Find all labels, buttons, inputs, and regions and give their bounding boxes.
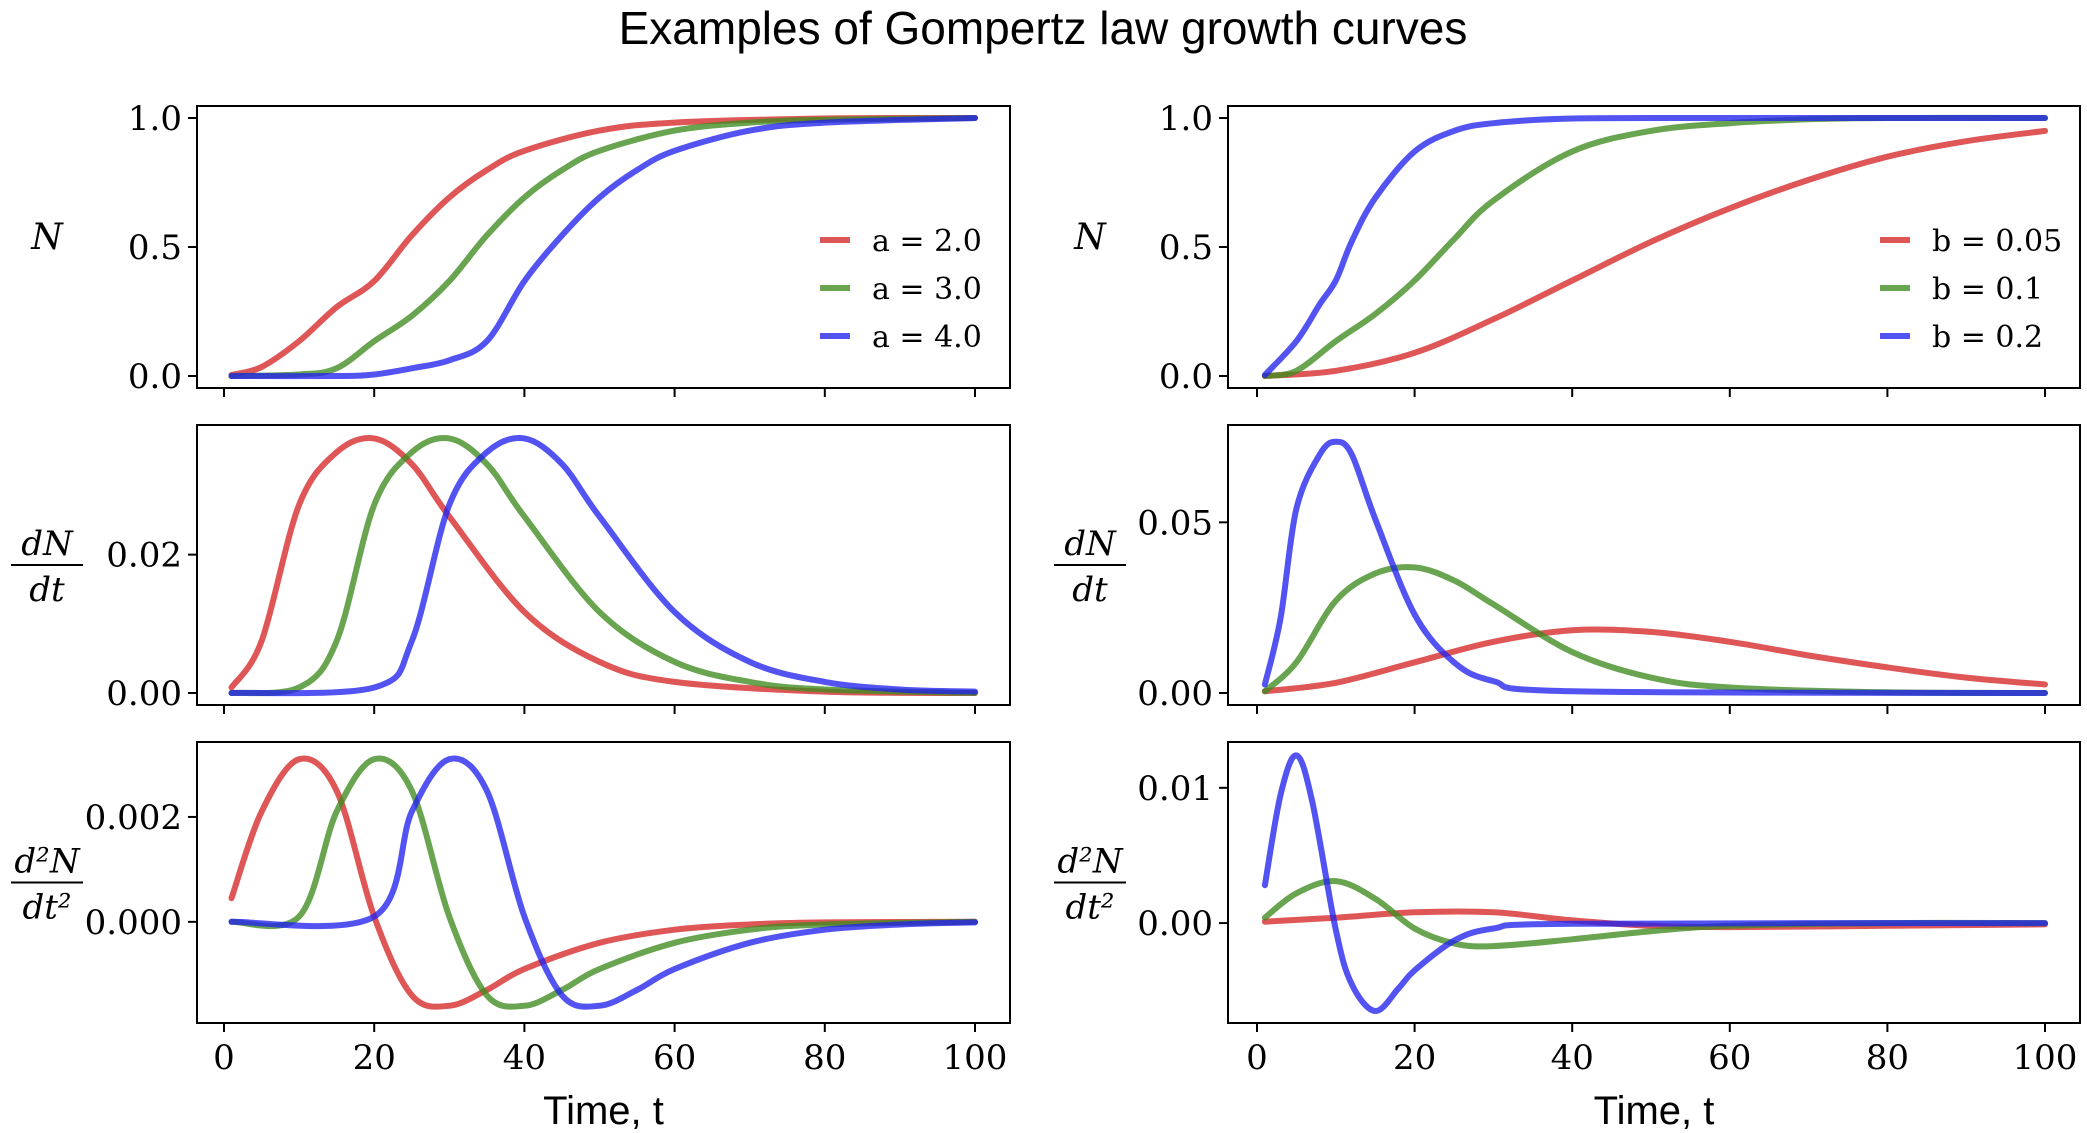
series-line-3 <box>1261 438 2048 696</box>
y-axis-label: dN dt <box>11 524 83 610</box>
legend: b = 0.05 b = 0.1 b = 0.2 <box>1880 224 2062 355</box>
x-tick-label: 0 <box>213 1038 235 1078</box>
y-tick-label: 0.00 <box>106 674 182 714</box>
y-axis-label: d²N dt² <box>11 842 83 928</box>
y-axis-label: N <box>1073 217 1107 258</box>
y-axis-label: d²N dt² <box>1054 842 1126 928</box>
plot-frame <box>196 424 1011 706</box>
series-line-3 <box>228 115 978 380</box>
y-tick-label: 0.000 <box>85 903 182 943</box>
legend-label-2: b = 0.1 <box>1932 272 2043 307</box>
y-tick-label: 0.05 <box>1137 503 1213 543</box>
y-axis-label-denominator: dt <box>1072 570 1108 610</box>
figure-title: Examples of Gompertz law growth curves <box>619 2 1468 54</box>
y-tick-label: 0.5 <box>1159 228 1213 268</box>
y-tick-label: 0.02 <box>106 536 182 576</box>
y-axis-label-text: N <box>30 217 64 258</box>
chart-panel-left-middle: 0.00 0.02 dN dt <box>11 424 1011 714</box>
series-line-3 <box>228 434 978 697</box>
series-line-2 <box>228 434 978 697</box>
x-tick-label: 20 <box>353 1038 396 1078</box>
x-tick-label: 100 <box>943 1038 1008 1078</box>
x-tick-label: 40 <box>503 1038 546 1078</box>
y-axis-label-denominator: dt <box>29 570 65 610</box>
legend-label-2: a = 3.0 <box>872 272 982 307</box>
series-line-3 <box>228 755 978 1010</box>
x-tick-label: 60 <box>1708 1038 1751 1078</box>
series-line-1 <box>228 755 978 1010</box>
series-line-3 <box>1261 752 2048 1014</box>
series-line-3 <box>1261 114 2048 378</box>
series-line-2 <box>228 755 978 1010</box>
series-line-1 <box>1261 626 2048 695</box>
plot-frame <box>1227 424 2081 706</box>
plot-frame <box>1227 741 2081 1024</box>
x-tick-label: 100 <box>2013 1038 2078 1078</box>
x-tick-label: 40 <box>1551 1038 1594 1078</box>
y-tick-label: 0.01 <box>1137 769 1213 809</box>
series-line-1 <box>228 434 978 696</box>
series-line-1 <box>228 114 978 378</box>
y-tick-label: 0.5 <box>128 228 182 268</box>
series-line-2 <box>1261 114 2048 379</box>
x-tick-label: 20 <box>1393 1038 1436 1078</box>
chart-panel-right-top: 0.0 0.5 1.0 N b = 0.05 b = 0.1 b = 0.2 <box>1073 99 2081 397</box>
x-tick-label: 80 <box>803 1038 846 1078</box>
x-axis-label: Time, t <box>543 1089 664 1133</box>
y-tick-label: 0.002 <box>85 798 182 838</box>
x-axis-label: Time, t <box>1594 1089 1715 1133</box>
y-axis-label: N <box>30 217 64 258</box>
y-tick-label: 0.00 <box>1137 904 1213 944</box>
legend-label-1: b = 0.05 <box>1932 224 2062 259</box>
legend-label-3: b = 0.2 <box>1932 320 2043 355</box>
y-tick-label: 0.00 <box>1137 674 1213 714</box>
y-axis-label-denominator: dt² <box>22 888 71 928</box>
chart-panel-left-top: 0.0 0.5 1.0 N a = 2.0 a = 3.0 a = 4.0 <box>30 99 1011 397</box>
y-axis-label-text: N <box>1073 217 1107 258</box>
chart-panel-right-bottom: 0 20 40 60 80 100 0.00 0.01 d²N dt² Time, t <box>1054 741 2081 1133</box>
legend-label-1: a = 2.0 <box>872 224 982 259</box>
legend: a = 2.0 a = 3.0 a = 4.0 <box>820 224 982 355</box>
y-tick-label: 0.0 <box>128 357 182 397</box>
y-tick-label: 1.0 <box>128 99 182 139</box>
y-axis-label-denominator: dt² <box>1065 888 1114 928</box>
series-line-2 <box>228 115 978 379</box>
y-axis-label-numerator: dN <box>1064 524 1117 564</box>
y-tick-label: 1.0 <box>1159 99 1213 139</box>
panels: 0.00.51.0N a = 2.0a = 3.0a = 4.00.000.02d… <box>11 99 2081 1133</box>
x-tick-label: 60 <box>653 1038 696 1078</box>
y-axis-label-numerator: d²N <box>1057 842 1123 882</box>
y-axis-label-numerator: d²N <box>14 842 80 882</box>
x-tick-label: 80 <box>1866 1038 1909 1078</box>
series-line-1 <box>1261 127 2048 379</box>
plot-frame <box>196 741 1011 1024</box>
x-tick-label: 0 <box>1246 1038 1268 1078</box>
chart-panel-right-middle: 0.00 0.05 dN dt <box>1054 424 2081 714</box>
y-axis-label-numerator: dN <box>21 524 74 564</box>
y-tick-label: 0.0 <box>1159 357 1213 397</box>
y-axis-label: dN dt <box>1054 524 1126 610</box>
legend-label-3: a = 4.0 <box>872 320 982 355</box>
